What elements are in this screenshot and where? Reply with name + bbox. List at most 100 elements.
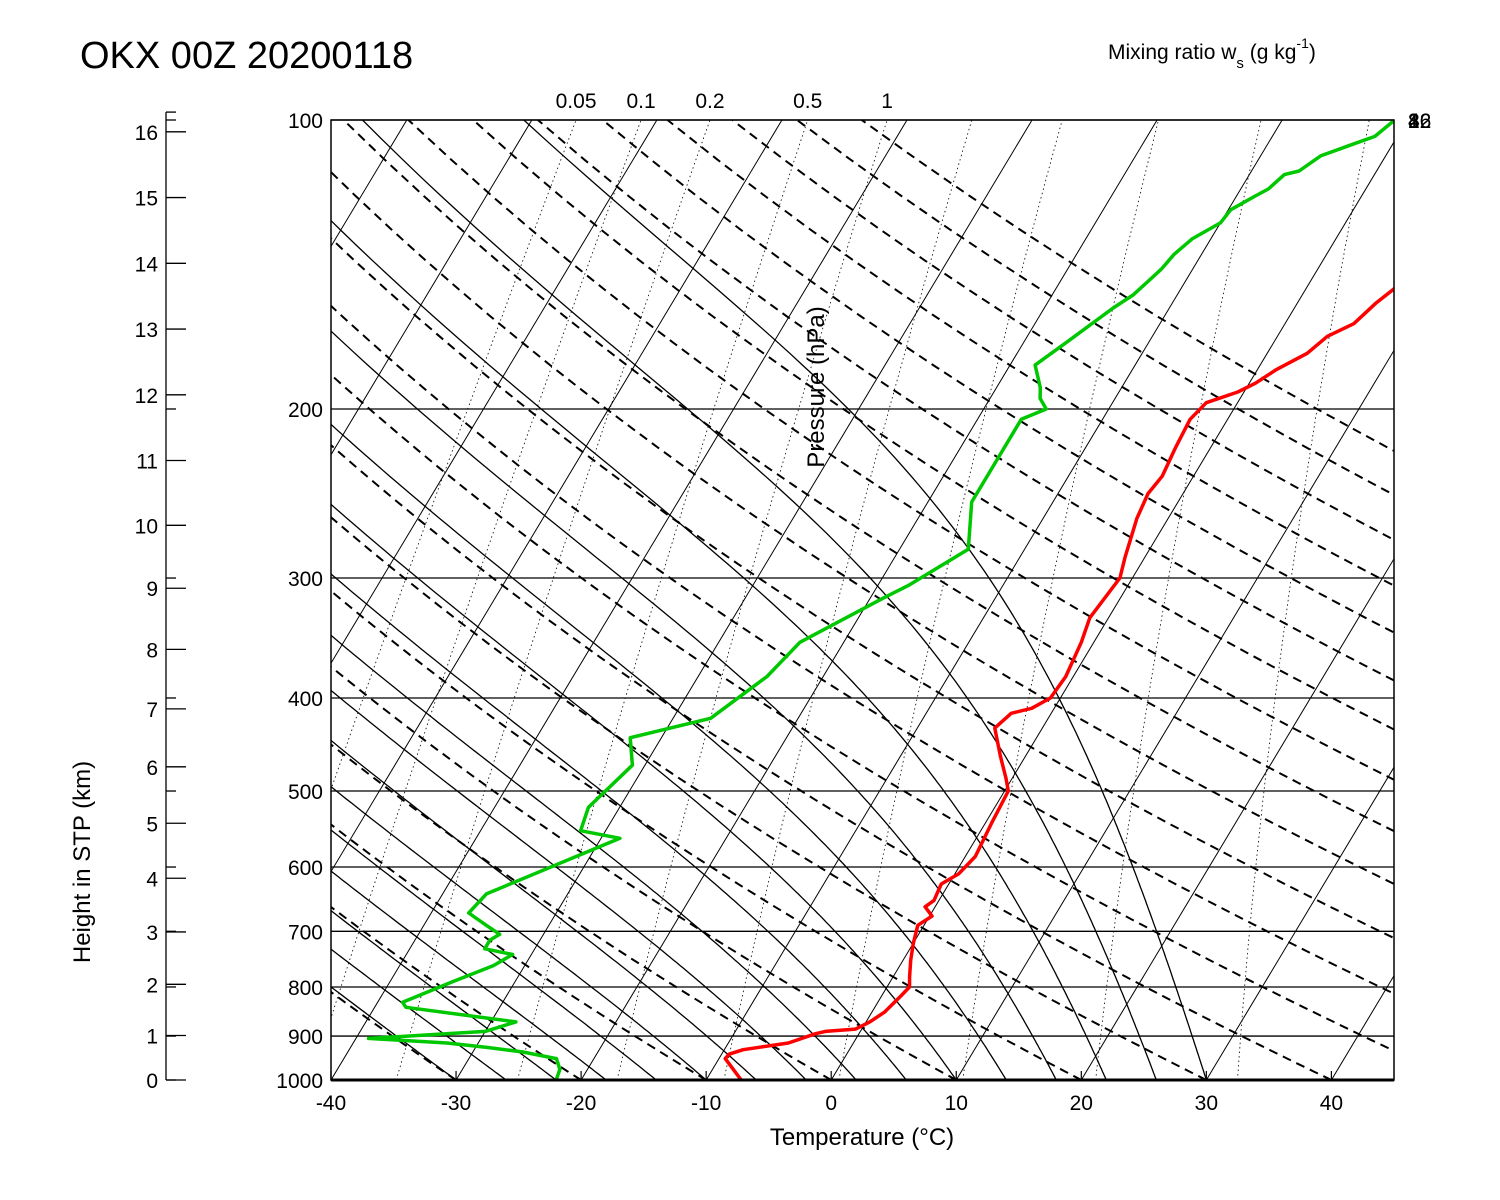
height-tick-label: 8 xyxy=(146,639,158,662)
x-tick-label: 0 xyxy=(825,1092,837,1115)
height-tick-label: 2 xyxy=(146,974,158,997)
thermo-grid xyxy=(0,120,1394,1080)
height-tick-label: 10 xyxy=(135,515,158,538)
height-tick-label: 11 xyxy=(136,451,158,474)
moist-adiabat-line xyxy=(331,219,1107,1080)
mixing-ratio-top-label: 0.2 xyxy=(695,90,724,113)
moist-adiabat-line xyxy=(362,120,1157,1080)
height-tick-label: 7 xyxy=(146,699,158,722)
isotherm-line xyxy=(580,120,1158,1080)
pressure-tick-label: 1000 xyxy=(276,1070,323,1093)
moist-adiabat-line xyxy=(331,689,807,1080)
height-tick-label: 16 xyxy=(135,122,158,145)
isotherm-line xyxy=(331,120,658,665)
mixing-ratio-top-label: 1 xyxy=(881,90,893,113)
pressure-axis-label: Pressure (hPa) xyxy=(803,306,830,467)
dry-adiabat-line xyxy=(331,237,1394,940)
plot-frame xyxy=(330,119,1395,1081)
mixing-ratio-top-label: 0.1 xyxy=(626,90,655,113)
dry-adiabat-line xyxy=(331,304,1394,995)
isotherm-line xyxy=(331,120,908,1080)
moist-adiabat-line xyxy=(331,829,657,1080)
x-tick-label: 20 xyxy=(1070,1092,1093,1115)
isotherm-line xyxy=(705,120,1283,1080)
isotherm-line xyxy=(455,120,1033,1080)
x-tick-label: 30 xyxy=(1195,1092,1218,1115)
dry-adiabat-line xyxy=(537,120,1394,682)
pressure-tick-label: 200 xyxy=(288,399,323,422)
mixing-ratio-line xyxy=(838,120,1063,1080)
mixing-ratio-line xyxy=(331,120,577,791)
moist-adiabat-line xyxy=(331,503,957,1080)
sounding-profiles xyxy=(366,120,1394,1080)
height-tick-label: 6 xyxy=(146,757,158,780)
dry-adiabat-line xyxy=(666,120,1394,587)
height-tick-label: 1 xyxy=(146,1025,158,1048)
x-tick-label: -40 xyxy=(316,1092,346,1115)
mixing-ratio-line xyxy=(962,120,1159,1080)
mixing-ratio-line xyxy=(1095,120,1262,1080)
isotherm-line xyxy=(955,349,1394,1080)
moist-adiabat-line xyxy=(331,785,707,1080)
x-axis-label: Temperature (°C) xyxy=(770,1124,954,1151)
pressure-tick-label: 400 xyxy=(288,688,323,711)
moist-adiabat-line xyxy=(331,986,457,1080)
x-tick-label: -20 xyxy=(566,1092,596,1115)
x-tick-label: 10 xyxy=(945,1092,968,1115)
height-tick-label: 14 xyxy=(135,253,159,276)
isotherm-line xyxy=(1205,766,1394,1080)
isotherm-line xyxy=(331,120,408,248)
moist-adiabat-line xyxy=(331,909,557,1080)
pressure-tick-label: 900 xyxy=(288,1026,323,1049)
mixing-ratio-right-label: 32 xyxy=(1408,110,1431,133)
dry-adiabat-line xyxy=(331,515,1207,1080)
dry-adiabat-line xyxy=(0,120,206,1080)
isotherm-line xyxy=(331,120,783,873)
height-tick-label: 5 xyxy=(146,813,158,836)
mixing-ratio-title: Mixing ratio ws (g kg-1) xyxy=(1108,35,1316,72)
mixing-ratio-line xyxy=(331,120,642,1020)
isotherm-line xyxy=(830,141,1394,1080)
isobars xyxy=(331,119,1394,1081)
mixing-ratio-line xyxy=(1237,120,1370,1080)
moist-adiabat-line xyxy=(331,573,907,1080)
moist-adiabat-line xyxy=(331,423,1007,1080)
chart-title: OKX 00Z 20200118 xyxy=(80,35,413,77)
dry-adiabat-line xyxy=(407,120,1394,781)
moist-adiabat-line xyxy=(523,120,1207,1080)
mixing-ratio-top-labels: 0.05 0.1 0.2 0.5 1 xyxy=(556,90,893,113)
dry-adiabat-line xyxy=(331,589,1082,1080)
mixing-ratio-line xyxy=(616,120,888,1080)
dry-adiabat-line xyxy=(331,665,957,1080)
mixing-ratio-top-label: 0.05 xyxy=(556,90,597,113)
x-tick-label: -30 xyxy=(441,1092,471,1115)
moist-adiabat-line xyxy=(331,948,507,1080)
height-tick-label: 4 xyxy=(146,868,158,891)
mixing-ratio-top-label: 0.5 xyxy=(793,90,822,113)
pressure-tick-label: 600 xyxy=(288,857,323,880)
isotherm-line xyxy=(1080,557,1394,1080)
dry-adiabat-line xyxy=(861,120,1394,453)
dry-adiabat-line xyxy=(731,120,1394,541)
height-axis-label: Height in STP (km) xyxy=(69,761,96,963)
x-tick-label: -10 xyxy=(691,1092,721,1115)
pressure-tick-label: 300 xyxy=(288,568,323,591)
pressure-tick-label: 500 xyxy=(288,781,323,804)
dewpoint-profile-line xyxy=(366,120,1394,1080)
x-tick-label: 40 xyxy=(1320,1092,1343,1115)
mixing-ratio-right-label: 8 xyxy=(1408,110,1420,133)
height-tick-label: 13 xyxy=(135,319,158,342)
height-tick-label: 3 xyxy=(146,922,158,945)
dry-adiabat-line xyxy=(342,120,1394,833)
x-axis: -40 -30 -20 -10 0 10 20 30 40 xyxy=(316,1071,1343,1115)
isotherm-line xyxy=(1330,974,1394,1080)
dry-adiabat-line xyxy=(331,823,707,1080)
height-tick-label: 9 xyxy=(146,578,158,601)
height-tick-label: 0 xyxy=(146,1070,158,1093)
pressure-tick-label: 800 xyxy=(288,977,323,1000)
mixing-ratio-right-label: 2 xyxy=(1408,110,1420,133)
moist-adiabat-line xyxy=(331,870,607,1080)
mixing-ratio-line xyxy=(723,120,973,1080)
